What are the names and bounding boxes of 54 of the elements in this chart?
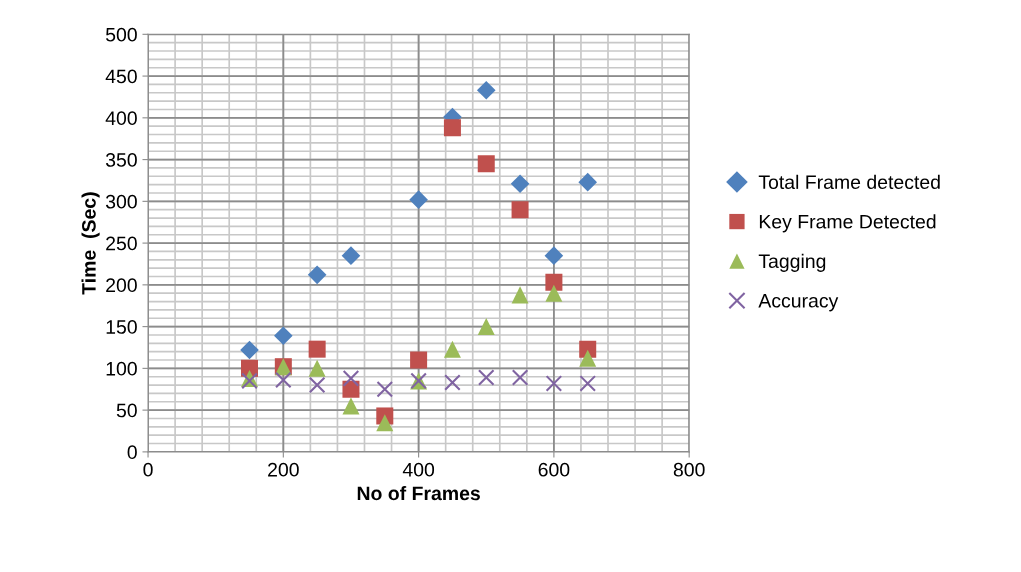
point bbox=[443, 340, 461, 358]
point bbox=[544, 246, 564, 265]
point bbox=[308, 376, 326, 394]
point bbox=[476, 80, 496, 100]
point bbox=[308, 359, 326, 377]
point bbox=[376, 414, 394, 432]
point bbox=[511, 369, 529, 386]
point bbox=[342, 370, 360, 387]
point bbox=[274, 326, 293, 346]
point bbox=[443, 119, 461, 137]
point bbox=[545, 273, 563, 291]
y-tick-label: 100 bbox=[106, 361, 137, 376]
x-tick-label: 800 bbox=[673, 462, 705, 477]
point bbox=[240, 340, 259, 360]
point bbox=[510, 174, 530, 194]
point bbox=[477, 369, 495, 386]
point bbox=[341, 246, 361, 265]
point bbox=[545, 375, 563, 392]
point bbox=[477, 155, 495, 173]
y-tick-label: 450 bbox=[105, 69, 137, 84]
y-tick-label: 500 bbox=[105, 27, 137, 42]
point bbox=[545, 284, 563, 302]
y-axis-title: Time (Sec) bbox=[81, 192, 100, 295]
point bbox=[308, 340, 326, 358]
y-tick-label: 400 bbox=[105, 111, 137, 126]
y-tick-label: 50 bbox=[116, 403, 137, 418]
y-tick-label: 200 bbox=[106, 278, 137, 293]
point bbox=[409, 190, 428, 209]
y-tick-label: 150 bbox=[106, 320, 137, 334]
x-tick-label: 600 bbox=[538, 462, 570, 477]
point bbox=[477, 318, 495, 336]
legend-label: Total Frame detected bbox=[758, 174, 940, 190]
y-tick-label: 0 bbox=[127, 445, 137, 460]
x-tick-label: 0 bbox=[143, 462, 153, 477]
y-tick-label: 300 bbox=[105, 194, 137, 209]
point bbox=[410, 351, 428, 369]
point bbox=[376, 380, 394, 398]
point bbox=[578, 172, 598, 192]
legend-label: Key Frame Detected bbox=[759, 214, 936, 233]
point bbox=[275, 371, 292, 389]
point bbox=[511, 201, 529, 219]
point bbox=[307, 265, 327, 285]
point bbox=[342, 397, 360, 415]
x-tick-label: 400 bbox=[402, 462, 435, 477]
y-tick-label: 350 bbox=[105, 153, 137, 167]
legend-label: Accuracy bbox=[758, 294, 839, 312]
point bbox=[511, 286, 529, 304]
y-tick-label: 250 bbox=[106, 236, 137, 251]
legend-label: Tagging bbox=[758, 253, 826, 272]
x-axis-title: No of Frames bbox=[357, 485, 480, 501]
x-tick-label: 200 bbox=[268, 462, 299, 477]
point bbox=[579, 349, 597, 367]
point bbox=[444, 374, 461, 391]
point bbox=[579, 375, 597, 392]
